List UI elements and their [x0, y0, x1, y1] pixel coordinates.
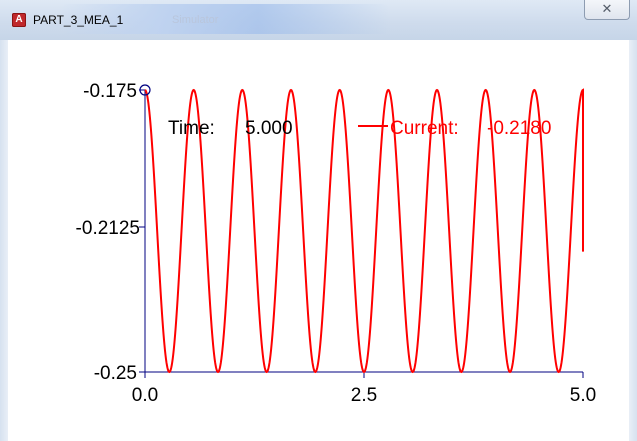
window-border-right	[629, 40, 637, 441]
time-label: Time:	[168, 118, 215, 139]
title-glow	[60, 4, 390, 34]
current-value: -0.2180	[487, 118, 551, 139]
close-button[interactable]: ✕	[584, 0, 630, 20]
close-icon: ✕	[601, 1, 613, 16]
window-title: PART_3_MEA_1	[33, 13, 124, 27]
current-label: Current:	[390, 118, 459, 139]
x-tick-label-2: 5.0	[570, 385, 596, 406]
y-tick-label-bottom: -0.25	[94, 363, 137, 384]
window-border-left	[0, 40, 8, 441]
app-icon: A	[12, 13, 26, 27]
time-value: 5.000	[245, 118, 293, 139]
cursor-marker[interactable]	[139, 84, 151, 96]
x-tick-label-1: 2.5	[351, 385, 377, 406]
title-bar[interactable]: A PART_3_MEA_1 Simulator ✕	[0, 0, 637, 40]
y-tick-label-mid: -0.2125	[76, 218, 140, 239]
x-tick-label-0: 0.0	[132, 385, 158, 406]
series-line-current	[144, 88, 584, 374]
plot-area-background	[8, 40, 629, 441]
y-tick-label-top: -0.175	[83, 81, 137, 102]
window-title-ghost: Simulator	[172, 14, 219, 26]
